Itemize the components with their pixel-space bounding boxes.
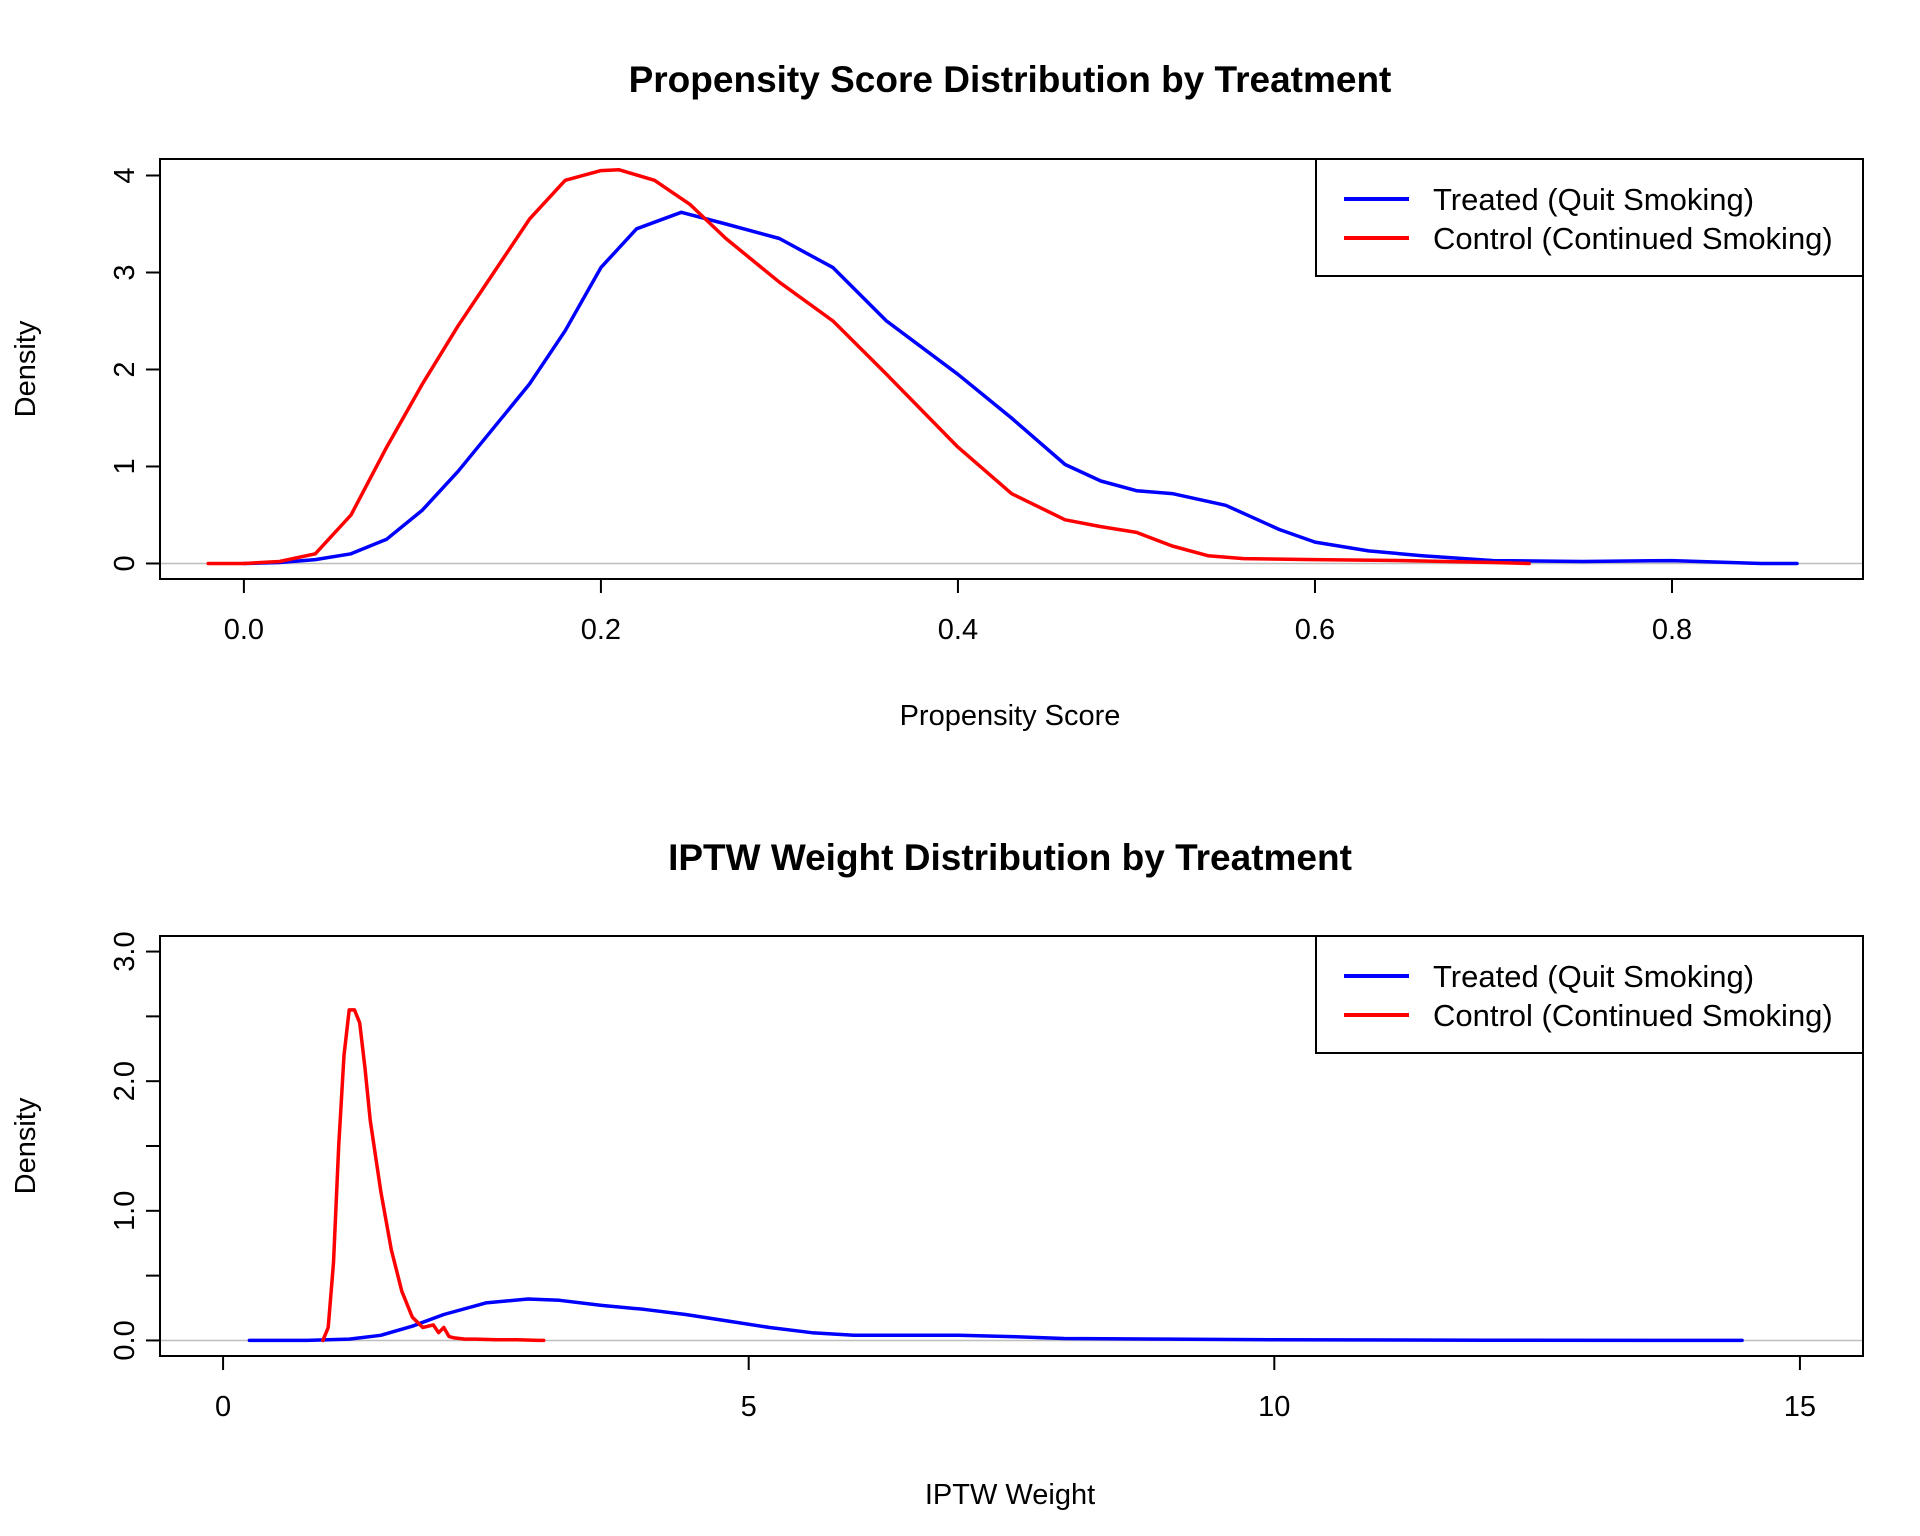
panel-2-title: IPTW Weight Distribution by Treatment: [668, 837, 1352, 878]
panel-1-x-tick-label: 0.0: [224, 614, 264, 646]
panel-propensity: Propensity Score Distribution by Treatme…: [10, 59, 1864, 732]
panel-2-x-tick-label: 10: [1258, 1391, 1290, 1423]
panel-2-y-tick-label: 1.0: [109, 1191, 141, 1231]
panel-iptw: IPTW Weight Distribution by Treatment IP…: [10, 837, 1864, 1511]
panel-2-x-tick-label: 15: [1784, 1391, 1816, 1423]
panel-2-legend: Treated (Quit Smoking) Control (Continue…: [1315, 935, 1864, 1054]
panel-2-y-tick-label: 0.0: [109, 1320, 141, 1360]
panel-1-legend-label-control: Control (Continued Smoking): [1433, 221, 1833, 256]
panel-2-legend-box: [1315, 935, 1864, 1054]
panel-1-series-control-line: [206, 167, 1531, 566]
panel-2-x-tick-label: 5: [741, 1391, 757, 1423]
panel-1-x-tick-label: 0.6: [1295, 614, 1335, 646]
panel-2-y-tick-label: 3.0: [109, 931, 141, 971]
panel-1-y-tick-label: 2: [109, 361, 141, 377]
panel-2-legend-label-treated: Treated (Quit Smoking): [1433, 959, 1754, 994]
panel-1-legend-box: [1315, 158, 1864, 277]
panel-2-x-tick-label: 0: [215, 1391, 231, 1423]
panel-1-legend: Treated (Quit Smoking) Control (Continue…: [1315, 158, 1864, 277]
panel-1-title: Propensity Score Distribution by Treatme…: [629, 59, 1392, 100]
panel-2-plot-frame: [159, 935, 1864, 1357]
panel-2-x-axis-label: IPTW Weight: [925, 1479, 1095, 1511]
panel-1-x-tick-label: 0.4: [938, 614, 978, 646]
panel-2-y-axis-label: Density: [10, 1097, 42, 1194]
panel-1-series-treated-line: [242, 210, 1799, 566]
panel-1-y-tick-label: 0: [109, 555, 141, 571]
panel-2-legend-label-control: Control (Continued Smoking): [1433, 998, 1833, 1033]
panel-2-series-control-line: [321, 1008, 546, 1343]
panel-1-y-tick-label: 1: [109, 458, 141, 474]
panel-1-legend-label-treated: Treated (Quit Smoking): [1433, 182, 1754, 217]
panel-1-x-tick-label: 0.2: [581, 614, 621, 646]
panel-1-x-axis-label: Propensity Score: [900, 700, 1121, 732]
panel-1-y-tick-label: 3: [109, 264, 141, 280]
panel-1-x-tick-label: 0.8: [1652, 614, 1692, 646]
panel-1-y-tick-label: 4: [109, 167, 141, 183]
panel-1-plot-frame: [159, 158, 1864, 580]
panel-1-y-axis-label: Density: [10, 320, 42, 417]
panel-2-y-tick-label: 2.0: [109, 1061, 141, 1101]
panel-2-series-treated-line: [247, 1297, 1744, 1343]
